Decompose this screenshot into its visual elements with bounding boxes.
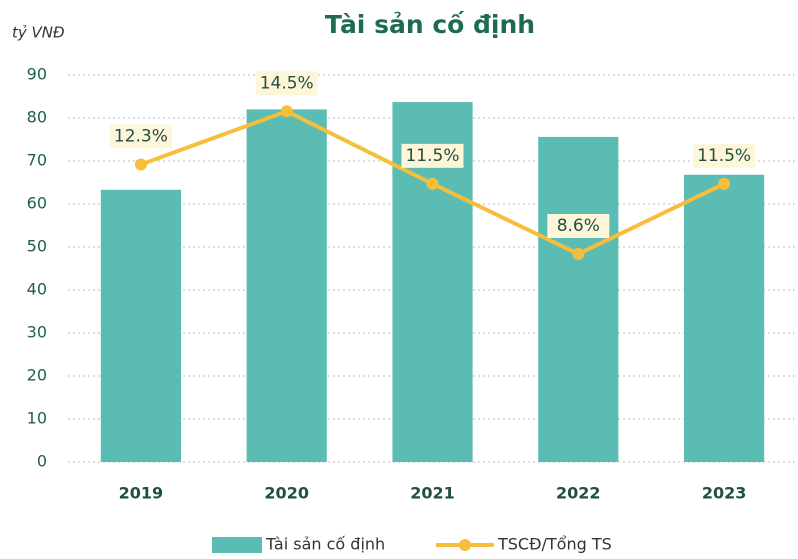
y-tick-label: 60 bbox=[27, 194, 47, 213]
legend-marker bbox=[459, 539, 471, 551]
data-label: 8.6% bbox=[557, 216, 600, 236]
data-label-bg bbox=[693, 143, 756, 168]
x-tick-label: 2021 bbox=[410, 484, 455, 503]
chart-title: Tài sản cố định bbox=[325, 10, 535, 39]
line-marker bbox=[280, 105, 293, 118]
data-label-bg bbox=[401, 143, 464, 168]
bar bbox=[100, 189, 181, 462]
y-axis-label: tỷ VNĐ bbox=[12, 24, 65, 42]
data-label: 14.5% bbox=[260, 73, 314, 93]
x-tick-label: 2020 bbox=[264, 484, 309, 503]
y-tick-label: 70 bbox=[27, 151, 47, 170]
line-marker bbox=[426, 177, 439, 190]
x-tick-label: 2023 bbox=[702, 484, 747, 503]
data-label: 11.5% bbox=[405, 146, 459, 166]
data-label: 11.5% bbox=[697, 146, 751, 166]
y-tick-label: 50 bbox=[27, 237, 47, 256]
data-label-bg bbox=[109, 124, 172, 149]
line-marker bbox=[572, 247, 585, 260]
y-tick-label: 10 bbox=[27, 409, 47, 428]
x-tick-label: 2022 bbox=[556, 484, 601, 503]
y-tick-label: 20 bbox=[27, 366, 47, 385]
y-tick-label: 0 bbox=[37, 452, 47, 471]
y-tick-label: 40 bbox=[27, 280, 47, 299]
legend-swatch bbox=[212, 537, 262, 553]
legend-label: TSCĐ/Tổng TS bbox=[497, 535, 612, 554]
line-marker bbox=[718, 177, 731, 190]
line-marker bbox=[134, 158, 147, 171]
bar bbox=[246, 109, 327, 463]
y-tick-label: 30 bbox=[27, 323, 47, 342]
y-tick-label: 80 bbox=[27, 108, 47, 127]
data-label-bg bbox=[547, 213, 610, 238]
legend-label: Tài sản cố định bbox=[265, 535, 385, 554]
x-tick-label: 2019 bbox=[119, 484, 164, 503]
bar bbox=[538, 136, 619, 463]
bar bbox=[684, 174, 765, 462]
y-tick-label: 90 bbox=[27, 65, 47, 84]
data-label: 12.3% bbox=[114, 126, 168, 146]
data-label-bg bbox=[255, 71, 318, 96]
